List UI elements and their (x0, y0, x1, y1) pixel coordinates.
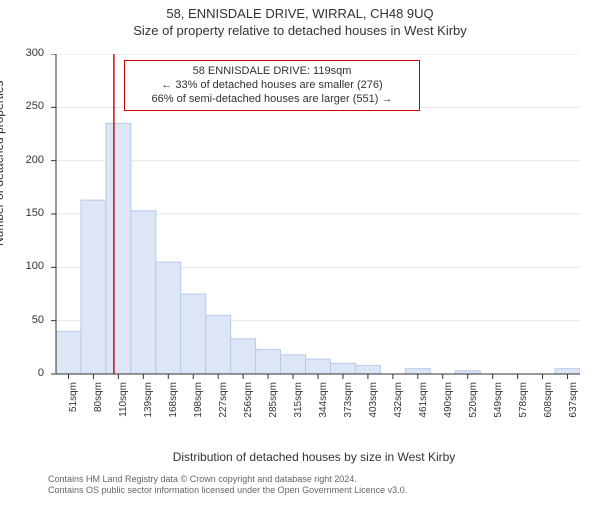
histogram-chart: 58 ENNISDALE DRIVE: 119sqm ← 33% of deta… (48, 54, 580, 414)
x-tick-label: 227sqm (218, 382, 229, 422)
x-tick-label: 51sqm (68, 382, 79, 422)
footer-line-1: Contains HM Land Registry data © Crown c… (48, 474, 580, 485)
x-tick-label: 549sqm (493, 382, 504, 422)
x-tick-label: 139sqm (143, 382, 154, 422)
x-tick-label: 198sqm (193, 382, 204, 422)
footer-attribution: Contains HM Land Registry data © Crown c… (48, 474, 580, 496)
x-tick-label: 344sqm (318, 382, 329, 422)
x-tick-label: 256sqm (243, 382, 254, 422)
x-tick-label: 637sqm (568, 382, 579, 422)
x-tick-label: 168sqm (168, 382, 179, 422)
x-tick-label: 461sqm (418, 382, 429, 422)
annotation-line-3: 66% of semi-detached houses are larger (… (133, 93, 411, 107)
y-tick-label: 100 (14, 260, 44, 272)
title-block: 58, ENNISDALE DRIVE, WIRRAL, CH48 9UQ Si… (0, 6, 600, 38)
x-tick-label: 578sqm (518, 382, 529, 422)
x-tick-label: 403sqm (368, 382, 379, 422)
x-tick-label: 80sqm (93, 382, 104, 422)
footer-line-2: Contains OS public sector information li… (48, 485, 580, 496)
annotation-box: 58 ENNISDALE DRIVE: 119sqm ← 33% of deta… (124, 60, 420, 111)
page-title-address: 58, ENNISDALE DRIVE, WIRRAL, CH48 9UQ (0, 6, 600, 21)
x-tick-label: 373sqm (343, 382, 354, 422)
x-tick-label: 432sqm (393, 382, 404, 422)
x-axis-label: Distribution of detached houses by size … (48, 450, 580, 464)
x-tick-label: 315sqm (293, 382, 304, 422)
x-tick-label: 285sqm (268, 382, 279, 422)
y-tick-label: 0 (14, 367, 44, 379)
x-tick-label: 520sqm (468, 382, 479, 422)
y-tick-label: 300 (14, 47, 44, 59)
y-tick-label: 50 (14, 314, 44, 326)
x-tick-label: 110sqm (118, 382, 129, 422)
page-title-subtitle: Size of property relative to detached ho… (0, 23, 600, 38)
y-tick-label: 150 (14, 207, 44, 219)
x-tick-label: 490sqm (443, 382, 454, 422)
x-tick-label: 608sqm (543, 382, 554, 422)
y-axis-label: Number of detached properties (0, 81, 6, 246)
annotation-line-1: 58 ENNISDALE DRIVE: 119sqm (133, 65, 411, 79)
y-tick-label: 250 (14, 100, 44, 112)
y-tick-label: 200 (14, 154, 44, 166)
annotation-line-2: ← 33% of detached houses are smaller (27… (133, 79, 411, 93)
